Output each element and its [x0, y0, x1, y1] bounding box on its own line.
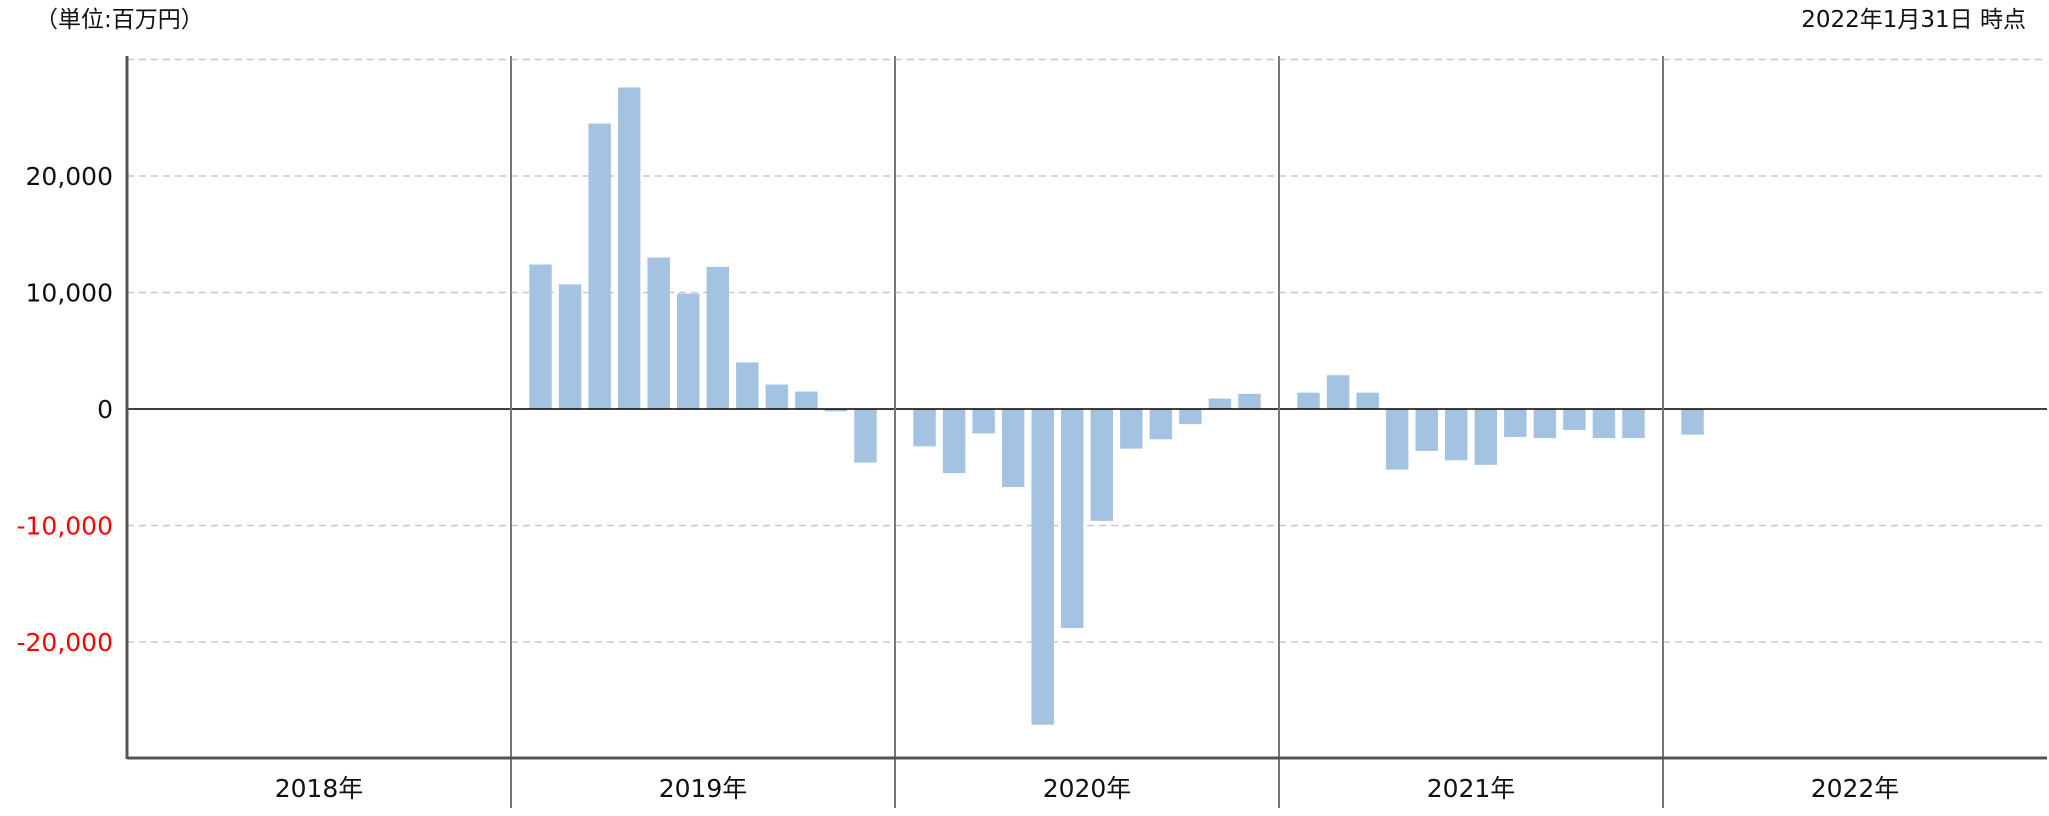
x-year-label: 2020年: [1043, 774, 1132, 803]
bar: [1445, 409, 1468, 461]
bar: [617, 87, 641, 410]
bar: [854, 409, 877, 463]
y-tick-label: -20,000: [17, 628, 114, 657]
gridlines: [127, 58, 2047, 643]
bar: [972, 409, 995, 434]
bar: [1385, 409, 1409, 470]
y-tick-label: 0: [97, 395, 113, 424]
bar: [706, 266, 729, 409]
bar: [1415, 409, 1438, 451]
y-tick-label: 10,000: [26, 279, 113, 308]
bar: [1120, 409, 1143, 449]
y-tick-label: -10,000: [17, 512, 114, 541]
unit-label: （単位:百万円）: [35, 7, 204, 33]
bar: [736, 362, 759, 409]
x-year-label: 2019年: [659, 774, 748, 803]
bar: [1061, 409, 1084, 629]
bar: [1090, 409, 1113, 521]
bar: [1149, 409, 1173, 440]
x-year-label: 2018年: [275, 774, 364, 803]
axes: [125, 56, 2047, 808]
bar: [1563, 409, 1586, 430]
bar: [765, 384, 789, 409]
bar: [1297, 392, 1320, 409]
as-of-label: 2022年1月31日 時点: [1801, 7, 2026, 33]
bar-series: [529, 87, 1704, 725]
x-year-label: 2022年: [1811, 774, 1900, 803]
x-year-label: 2021年: [1427, 774, 1516, 803]
bar: [1504, 409, 1527, 437]
bar: [1208, 398, 1232, 409]
bar: [529, 264, 552, 409]
bar: [1356, 392, 1379, 409]
y-tick-labels: 20,000 10,000 0 -10,000 -20,000: [17, 162, 114, 657]
bar: [1326, 375, 1350, 409]
bar: [1474, 409, 1497, 465]
bar: [647, 257, 670, 409]
bar: [588, 123, 611, 409]
bar: [1622, 409, 1645, 439]
bar: [913, 409, 936, 447]
bar: [1001, 409, 1025, 488]
bar: [677, 293, 700, 409]
bar: [1238, 393, 1261, 409]
bar: [1592, 409, 1616, 439]
bar: [824, 409, 848, 412]
bar: [1533, 409, 1557, 439]
bar: [1681, 409, 1704, 435]
bar: [1031, 409, 1054, 725]
bar: [1179, 409, 1202, 425]
bar: [795, 391, 818, 409]
bar: [942, 409, 966, 474]
bar: [558, 284, 582, 409]
x-year-labels: 2018年 2019年 2020年 2021年 2022年: [275, 774, 1900, 803]
y-tick-label: 20,000: [26, 162, 113, 191]
